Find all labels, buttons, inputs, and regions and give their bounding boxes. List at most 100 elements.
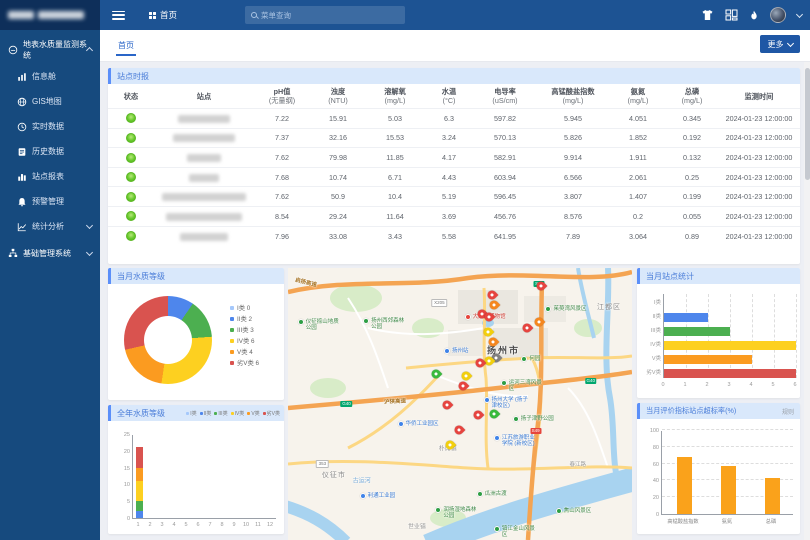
map-poi-place[interactable]: 扬州大学 (扬子津校区) <box>484 397 530 409</box>
legend-item[interactable]: I类 0 <box>230 302 259 313</box>
map-poi-place[interactable]: 扬州站 <box>444 348 469 354</box>
map-poi-park[interactable]: 扬子津野公园 <box>513 416 554 422</box>
legend-item[interactable]: V类 <box>247 410 259 417</box>
map-poi-park[interactable]: 何园 <box>521 356 540 362</box>
legend-item[interactable]: 劣V类 <box>263 410 280 417</box>
map-pin-red[interactable] <box>458 382 467 391</box>
app-logo <box>0 0 100 30</box>
poi-label: 扬子津野公园 <box>521 416 554 422</box>
app-window: 地表水质量监测系统 信息舱 GIS地图 实时数据 历史数据 站点报表 <box>0 0 810 540</box>
value-cell: 0.192 <box>666 128 718 148</box>
legend-label: 劣V类 <box>267 410 280 417</box>
poi-label: 利通工业园 <box>368 493 396 499</box>
hamburger-menu-icon[interactable] <box>112 11 125 20</box>
station-report-panel: 站点时报 状态站点pH值(无量纲)浊度(NTU)溶解氧(mg/L)水温(°C)电… <box>108 68 800 264</box>
menu-search-input[interactable]: 菜单查询 <box>245 6 405 24</box>
map-pin-green[interactable] <box>431 370 440 379</box>
exceed-rate-panel: 当月评价指标站点超标率(%) 规则 020406080100 高锰酸盐指数氨氮总… <box>637 403 800 534</box>
monthly-station-stats-panel: 当月站点统计 I类II类III类IV类V类劣V类 0123456 <box>637 268 800 398</box>
legend-item[interactable]: V类 4 <box>230 346 259 357</box>
panel-corner-label[interactable]: 规则 <box>782 407 794 416</box>
map-pin-orange[interactable] <box>535 318 544 327</box>
panel-header: 当月评价指标站点超标率(%) 规则 <box>637 403 800 419</box>
user-avatar[interactable] <box>770 7 786 23</box>
user-menu-chevron-icon[interactable] <box>796 10 803 17</box>
poi-label: 仪征捺山地质公园 <box>306 319 344 331</box>
legend-item[interactable]: I类 <box>186 410 196 417</box>
map-pin-green[interactable] <box>490 409 499 418</box>
table-row[interactable]: 8.5429.2411.643.69456.768.5760.20.055202… <box>108 206 800 226</box>
legend-item[interactable]: 劣V类 6 <box>230 357 259 368</box>
legend-item[interactable]: II类 <box>200 410 212 417</box>
sidebar-item-station-report[interactable]: 站点报表 <box>0 164 100 189</box>
map-poi-park[interactable]: 运河三湾风景区 <box>501 380 547 392</box>
sidebar-item-info-cabin[interactable]: 信息舱 <box>0 64 100 89</box>
map-poi-place[interactable]: 江苏旅游职业学院 (新校区) <box>494 435 540 447</box>
scrollbar-thumb[interactable] <box>805 68 810 180</box>
sidebar-item-realtime-data[interactable]: 实时数据 <box>0 114 100 139</box>
sidebar-item-label: 统计分析 <box>32 221 64 232</box>
map-pin-red[interactable] <box>536 281 545 290</box>
map-poi-park[interactable]: 焦山风景区 <box>556 508 592 514</box>
map-poi-park[interactable]: 润扬湿地森林公园 <box>435 507 481 519</box>
map-view[interactable]: 扬州市江都区仪征市朴席镇世业镇春江路古运河仪征捺山地质公园扬州西郊森林公园茱萸湾… <box>288 268 632 540</box>
sidebar-section-base-system[interactable]: 基础管理系统 <box>0 239 100 267</box>
x-tick-label: 9 <box>228 522 240 528</box>
map-poi-park[interactable]: 茱萸湾风景区 <box>545 306 586 312</box>
flame-icon[interactable] <box>749 9 759 21</box>
x-tick-label: 8 <box>216 522 228 528</box>
poi-icon <box>444 348 450 354</box>
map-pin-yellow[interactable] <box>462 371 471 380</box>
nav-home[interactable]: 首页 <box>149 9 177 21</box>
table-row[interactable]: 7.2215.915.036.3597.825.9454.0510.345202… <box>108 109 800 129</box>
table-row[interactable]: 7.6279.9811.854.17582.919.9141.9110.1322… <box>108 148 800 168</box>
legend-item[interactable]: IV类 6 <box>230 335 259 346</box>
tab-home[interactable]: 首页 <box>116 36 136 56</box>
column-header: 水温(°C) <box>424 84 474 109</box>
vbar-chart <box>661 431 793 515</box>
scrollbar[interactable] <box>804 62 810 540</box>
map-pin-red[interactable] <box>485 312 494 321</box>
map-poi-place[interactable]: 华侨工业园区 <box>398 421 439 427</box>
table-row[interactable]: 7.9633.083.435.58641.957.893.0640.892024… <box>108 226 800 246</box>
map-poi-park[interactable]: 仪征捺山地质公园 <box>298 319 344 331</box>
value-cell: 8.576 <box>536 206 610 226</box>
map-pin-red[interactable] <box>475 359 484 368</box>
sidebar-item-gis-map[interactable]: GIS地图 <box>0 89 100 114</box>
legend-swatch <box>247 412 250 415</box>
map-pin-red[interactable] <box>454 425 463 434</box>
map-pin-red[interactable] <box>523 323 532 332</box>
legend-item[interactable]: III类 3 <box>230 324 259 335</box>
sidebar-item-statistics-analysis[interactable]: 统计分析 <box>0 214 100 239</box>
legend-item[interactable]: III类 <box>214 410 227 417</box>
map-poi-park[interactable]: 扬州西郊森林公园 <box>363 318 409 330</box>
map-pin-orange[interactable] <box>490 300 499 309</box>
legend-item[interactable]: II类 2 <box>230 313 259 324</box>
map-pin-orange[interactable] <box>488 337 497 346</box>
map-pin-red[interactable] <box>487 291 496 300</box>
poi-icon <box>298 319 304 325</box>
poi-icon <box>521 356 527 362</box>
map-poi-park[interactable]: 镇江金山风景区 <box>494 526 540 538</box>
sidebar-item-alert-management[interactable]: 预警管理 <box>0 189 100 214</box>
sidebar-item-history-data[interactable]: 历史数据 <box>0 139 100 164</box>
value-cell: 603.94 <box>474 167 536 187</box>
map-pin-red[interactable] <box>473 410 482 419</box>
map-pin-red[interactable] <box>442 401 451 410</box>
table-row[interactable]: 7.6810.746.714.43603.946.5662.0610.25202… <box>108 167 800 187</box>
sidebar-section-label: 基础管理系统 <box>23 248 71 259</box>
map-pin-yellow[interactable] <box>445 440 454 449</box>
table-row[interactable]: 7.6250.910.45.19596.453.8071.4070.199202… <box>108 187 800 207</box>
map-poi-park[interactable]: 瓜洲古渡 <box>477 491 507 497</box>
sidebar-section-water-system[interactable]: 地表水质量监测系统 <box>0 36 100 64</box>
more-button[interactable]: 更多 <box>760 35 800 53</box>
table-row[interactable]: 7.3732.1615.533.24570.135.8261.8520.1922… <box>108 128 800 148</box>
logo-blur <box>38 11 84 19</box>
map-poi-place[interactable]: 利通工业园 <box>360 493 396 499</box>
poi-label: 扬州西郊森林公园 <box>371 318 409 330</box>
layout-screens-icon[interactable] <box>725 9 738 21</box>
monthly-grade-panel: 当月水质等级 I类 0II类 2III类 3IV类 6V类 4劣V类 6 <box>108 268 284 400</box>
theme-shirt-icon[interactable] <box>701 9 714 21</box>
legend-item[interactable]: IV类 <box>231 410 245 417</box>
map-pin-yellow[interactable] <box>483 327 492 336</box>
